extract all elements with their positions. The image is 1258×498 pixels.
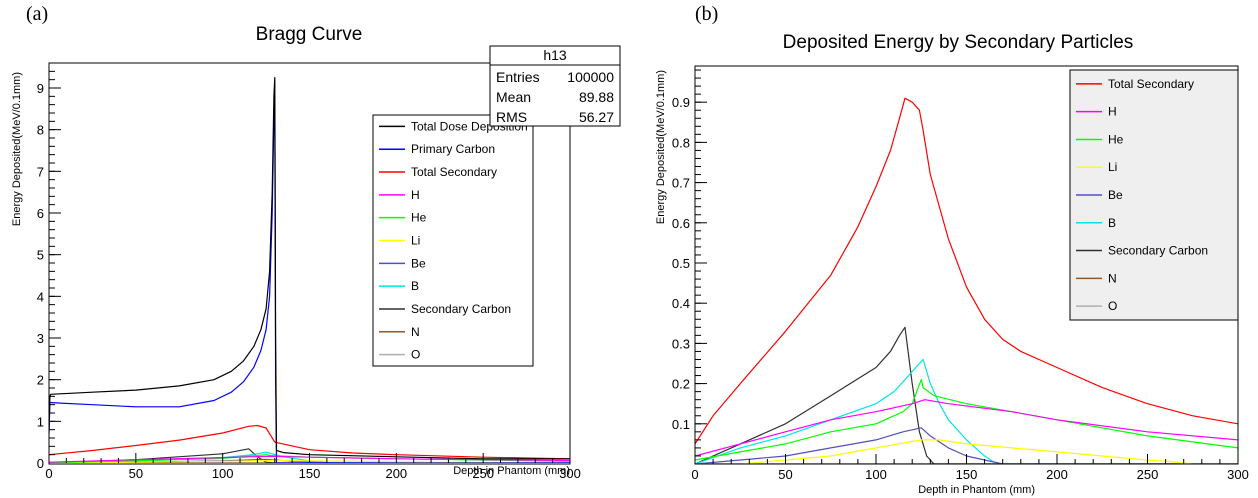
panel-a-xlabel: Depth in Phantom (mm) <box>453 465 570 477</box>
panel-b-ytick-label: 0.6 <box>672 216 690 231</box>
panel-a-xtick-label: 150 <box>299 466 321 481</box>
panel-b-ytick-label: 0.5 <box>672 256 690 271</box>
panel-b-xtick-label: 200 <box>1046 467 1068 482</box>
legend-label-n: N <box>411 325 420 339</box>
panel-b-xtick-label: 150 <box>956 467 978 482</box>
panel-a-ytick-label: 4 <box>37 289 44 304</box>
panel-a-xtick-label: 200 <box>385 466 407 481</box>
legend-label-li: Li <box>411 234 420 248</box>
panel-b-series-secondary-carbon <box>695 326 1238 464</box>
stats-rms-label: RMS <box>496 109 527 125</box>
panel-a-ytick-label: 5 <box>37 248 44 263</box>
panel-b-axes: 0 50 100 150 200 250 300 0.1 0.2 0.3 0.4 0.5 0.6 0.7 0… <box>672 69 1249 482</box>
panel-b-ytick-label: 0.2 <box>672 377 690 392</box>
panel-b-xtick-label: 100 <box>865 467 887 482</box>
legend-label-secondary-carbon: Secondary Carbon <box>411 302 511 316</box>
panel-b-ytick-label: 0.7 <box>672 176 690 191</box>
panel-b: (b) Deposited Energy by Secondary Partic… <box>655 3 1249 496</box>
panel-b-xlabel: Depth in Phantom (mm) <box>918 484 1035 496</box>
panel-a-series-total-secondary <box>49 424 570 460</box>
panel-b-xtick-label: 250 <box>1137 467 1159 482</box>
panel-a-ytick-label: 3 <box>37 331 44 346</box>
panel-b-xtick-label: 50 <box>778 467 792 482</box>
panel-b-ytick-label: 0.3 <box>672 336 690 351</box>
stats-mean-value: 89.88 <box>579 89 614 105</box>
stats-entries-label: Entries <box>496 69 540 85</box>
panel-a-series-total-dose-deposition <box>49 76 570 460</box>
panel-b-series-h <box>695 399 1238 457</box>
legend-label-n: N <box>1108 271 1117 285</box>
panel-a-xtick-label: 0 <box>45 466 52 481</box>
panel-a-ylabel: Energy Deposited(MeV/0.1mm) <box>11 72 23 226</box>
panel-b-xtick-label: 0 <box>691 467 698 482</box>
panel-b-series-total-secondary <box>695 97 1238 445</box>
legend-label-primary-carbon: Primary Carbon <box>411 142 495 156</box>
panel-b-ytick-label: 0.1 <box>672 417 690 432</box>
panel-a-axes: 0 50 100 150 200 250 300 1 2 3 4 5 6 7 8 9 0 <box>37 62 581 481</box>
panel-a-stats-box: h13 Entries 100000 Mean 89.88 RMS 56.27 <box>489 45 621 127</box>
stats-entries-value: 100000 <box>567 69 614 85</box>
panel-a-title: Bragg Curve <box>256 24 363 45</box>
panel-b-letter: (b) <box>695 3 718 25</box>
legend-label-h: H <box>411 188 420 202</box>
panel-b-ytick-label: 0.9 <box>672 95 690 110</box>
panel-a-ytick-zero: 0 <box>37 456 44 471</box>
legend-label-secondary-carbon: Secondary Carbon <box>1108 244 1208 258</box>
legend-label-o: O <box>411 348 420 362</box>
panel-b-series-b <box>695 358 1238 464</box>
panel-a: (a) Bragg Curve Energy Deposited(MeV/0.1… <box>11 3 621 481</box>
panel-a-xtick-label: 250 <box>472 466 494 481</box>
panel-b-legend-items: Total Secondary H He Li Be B Secondary Carbon N… <box>1076 77 1208 313</box>
legend-label-be: Be <box>1108 188 1123 202</box>
panel-a-ytick-label: 6 <box>37 206 44 221</box>
legend-label-b: B <box>411 279 419 293</box>
panel-a-letter: (a) <box>26 3 48 25</box>
panel-b-series-he <box>695 379 1238 461</box>
legend-label-li: Li <box>1108 160 1117 174</box>
stats-box-frame <box>489 45 621 127</box>
legend-label-he: He <box>411 211 427 225</box>
panel-a-ytick-label: 8 <box>37 123 44 138</box>
panel-a-xtick-label: 50 <box>129 466 143 481</box>
legend-label-o: O <box>1108 299 1117 313</box>
stats-mean-label: Mean <box>496 89 531 105</box>
legend-label-h: H <box>1108 105 1117 119</box>
panel-b-legend: Total Secondary H He Li Be B Secondary Carbon N… <box>1069 69 1239 321</box>
legend-label-b: B <box>1108 216 1116 230</box>
legend-label-he: He <box>1108 132 1124 146</box>
panel-a-ytick-label: 7 <box>37 164 44 179</box>
panel-b-ytick-label: 0.4 <box>672 296 690 311</box>
panel-a-ytick-label: 2 <box>37 373 44 388</box>
panel-a-xtick-label: 300 <box>559 466 581 481</box>
panel-b-ylabel: Energy Deposited(MeV/0.1mm) <box>655 70 667 224</box>
panel-a-ytick-label: 1 <box>37 414 44 429</box>
stats-rms-value: 56.27 <box>579 109 614 125</box>
legend-label-be: Be <box>411 256 426 270</box>
panel-a-ytick-label: 9 <box>37 81 44 96</box>
legend-label-total-secondary: Total Secondary <box>1108 77 1194 91</box>
panel-b-xtick-label: 300 <box>1227 467 1249 482</box>
panel-b-title: Deposited Energy by Secondary Particles <box>783 32 1134 53</box>
legend-label-total-secondary: Total Secondary <box>411 165 497 179</box>
panel-a-xtick-label: 100 <box>212 466 234 481</box>
panel-b-ytick-label: 0.8 <box>672 135 690 150</box>
panel-a-series-secondary-carbon <box>49 448 570 463</box>
stats-box-name: h13 <box>543 47 567 63</box>
